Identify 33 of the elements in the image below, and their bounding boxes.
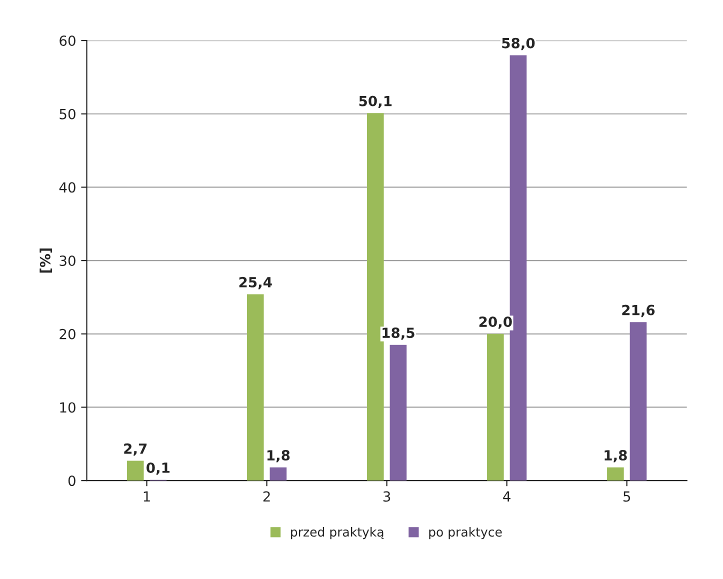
- legend-label: po praktyce: [429, 527, 502, 540]
- data-label: 2,7: [124, 443, 147, 456]
- y-tick-label: 40: [59, 182, 76, 193]
- x-tick-label: 5: [623, 491, 630, 502]
- bar: [390, 344, 407, 481]
- y-tick-label: 50: [60, 108, 76, 120]
- bar: [270, 467, 287, 481]
- data-label: 1,8: [267, 450, 290, 462]
- x-tick-label: 3: [383, 491, 390, 502]
- data-label: 0,1: [146, 462, 170, 475]
- data-label: 58,0: [502, 38, 535, 50]
- x-tick-label: 2: [263, 491, 270, 502]
- y-tick-label: 10: [60, 402, 76, 413]
- y-tick-label: 0: [68, 476, 76, 486]
- y-tick-label: 60: [60, 36, 76, 46]
- bar: [246, 294, 264, 481]
- data-label: 21,6: [622, 304, 655, 318]
- bar: [126, 460, 144, 481]
- bar: [607, 467, 624, 481]
- bar: [367, 113, 384, 481]
- bar: [487, 334, 504, 481]
- y-axis-title: [%]: [40, 248, 52, 273]
- x-tick-label: 1: [144, 491, 150, 502]
- data-label: 18,5: [382, 328, 414, 340]
- x-tick-label: 4: [503, 491, 510, 502]
- data-label: 20,0: [479, 316, 512, 329]
- data-label: 25,4: [239, 276, 272, 290]
- legend-label: przed praktyką: [291, 527, 384, 540]
- y-tick-label: 20: [60, 328, 76, 340]
- bar: [630, 322, 647, 481]
- y-tick-label: 30: [60, 256, 76, 266]
- data-label: 1,8: [604, 450, 627, 462]
- data-label: 50,1: [359, 96, 392, 108]
